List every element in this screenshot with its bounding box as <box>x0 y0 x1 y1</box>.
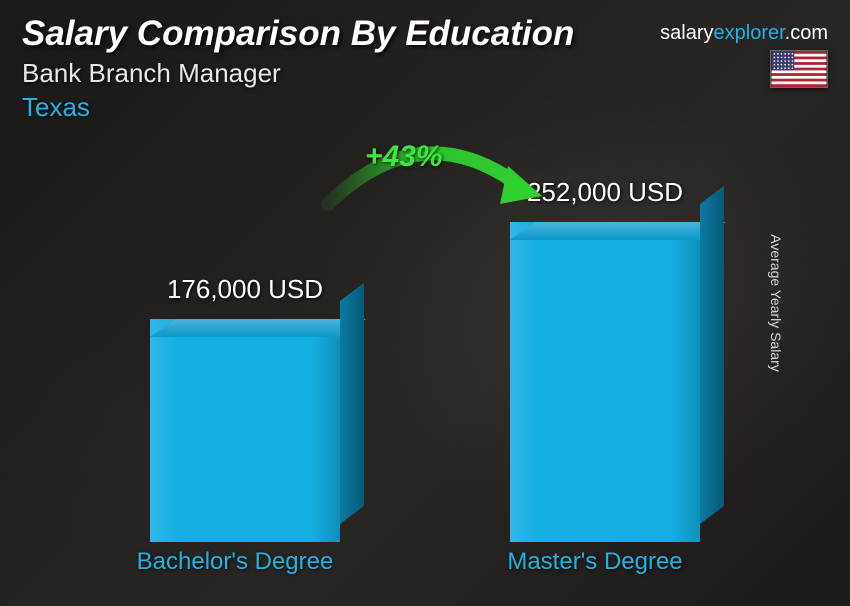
bar-value: 252,000 USD <box>527 177 683 208</box>
bar-top-face <box>510 222 726 240</box>
bar-top-face <box>150 319 366 337</box>
delta-badge: +43% <box>365 140 443 174</box>
bar-group: 252,000 USD <box>500 177 710 542</box>
bar-side-face <box>700 186 724 524</box>
bar-category-label: Bachelor's Degree <box>85 548 385 576</box>
bar-side-face <box>340 283 364 524</box>
bar-front-face <box>510 222 700 542</box>
bar-value: 176,000 USD <box>167 274 323 305</box>
brand-suffix: .com <box>785 22 828 44</box>
bar-3d <box>150 319 340 542</box>
infographic-stage: Salary Comparison By Education Bank Bran… <box>0 0 850 606</box>
bar-group: 176,000 USD <box>140 274 350 542</box>
subtitle: Bank Branch Manager <box>22 58 281 89</box>
bar-3d <box>510 222 700 542</box>
bar-front-face <box>150 319 340 542</box>
content-layer: Salary Comparison By Education Bank Bran… <box>0 0 850 606</box>
bar-chart: 176,000 USD Bachelor's Degree 252,000 USD M… <box>60 150 790 576</box>
location-label: Texas <box>22 92 90 123</box>
brand-prefix: salary <box>660 22 713 44</box>
us-flag-icon <box>770 50 828 88</box>
brand-accent: explorer <box>714 22 785 44</box>
brand-label: salaryexplorer.com <box>660 22 828 45</box>
page-title: Salary Comparison By Education <box>22 14 574 54</box>
bar-category-label: Master's Degree <box>445 548 745 576</box>
